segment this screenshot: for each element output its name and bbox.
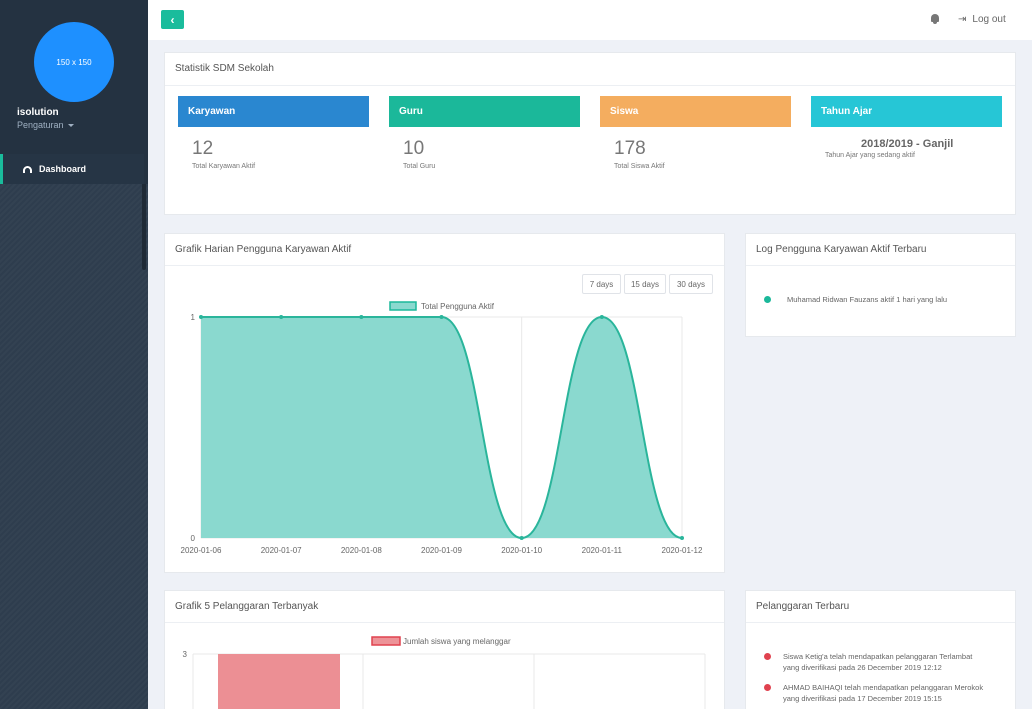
user-log-panel: Log Pengguna Karyawan Aktif Terbaru Muha… bbox=[745, 233, 1016, 337]
stat-header-guru: Guru bbox=[389, 96, 580, 127]
y-tick-label: 1 bbox=[191, 313, 196, 322]
sidebar: 150 x 150 isolution Pengaturan Dashboard bbox=[0, 0, 148, 709]
sidebar-toggle-button[interactable]: ‹ bbox=[161, 10, 184, 29]
panel-title: Grafik Harian Pengguna Karyawan Aktif bbox=[175, 244, 352, 255]
x-tick-label: 2020-01-12 bbox=[662, 546, 703, 555]
stat-value-guru: 10 bbox=[403, 138, 425, 159]
range-15-days-button[interactable]: 15 days bbox=[624, 274, 666, 294]
panel-title: Grafik 5 Pelanggaran Terbanyak bbox=[175, 601, 319, 612]
x-tick-label: 2020-01-09 bbox=[421, 546, 462, 555]
legend-swatch bbox=[389, 301, 417, 311]
x-tick-label: 2020-01-07 bbox=[261, 546, 302, 555]
stat-sub-siswa: Total Siswa Aktif bbox=[614, 163, 665, 170]
sidebar-item-dashboard[interactable]: Dashboard bbox=[0, 154, 144, 184]
range-30-days-button[interactable]: 30 days bbox=[669, 274, 713, 294]
bar bbox=[218, 654, 340, 709]
caret-down-icon bbox=[67, 124, 74, 128]
stat-sub-tahun-ajar: Tahun Ajar yang sedang aktif bbox=[825, 152, 915, 159]
logout-link[interactable]: ⇥ Log out bbox=[958, 14, 1006, 25]
sidebar-item-label: Dashboard bbox=[39, 164, 87, 174]
legend-label: Jumlah siswa yang melanggar bbox=[403, 637, 511, 646]
range-7-days-button[interactable]: 7 days bbox=[582, 274, 621, 294]
bar-chart: Jumlah siswa yang melanggar 3 bbox=[183, 636, 706, 709]
profile-section: 150 x 150 isolution Pengaturan bbox=[0, 0, 148, 184]
stat-sub-guru: Total Guru bbox=[403, 163, 436, 170]
chevron-left-icon: ‹ bbox=[170, 12, 175, 27]
x-tick-label: 2020-01-08 bbox=[341, 546, 382, 555]
data-point bbox=[279, 315, 284, 319]
series-area bbox=[201, 317, 682, 538]
dashboard-icon bbox=[23, 165, 32, 173]
legend-label: Total Pengguna Aktif bbox=[421, 302, 495, 311]
data-point bbox=[359, 315, 364, 319]
stat-header-tahun-ajar: Tahun Ajar bbox=[811, 96, 1002, 127]
violations-chart-panel: Grafik 5 Pelanggaran Terbanyak Jumlah si… bbox=[164, 590, 725, 709]
logout-icon: ⇥ bbox=[958, 14, 967, 25]
legend-swatch bbox=[371, 636, 401, 646]
violation-item: Siswa Ketig'a telah mendapatkan pelangga… bbox=[783, 651, 972, 673]
panel-title: Statistik SDM Sekolah bbox=[175, 63, 274, 74]
user-menu-dropdown[interactable]: Pengaturan bbox=[17, 120, 74, 130]
topbar: ‹ ⇥ Log out bbox=[148, 0, 1032, 40]
log-item: Muhamad Ridwan Fauzans aktif 1 hari yang… bbox=[787, 295, 948, 304]
x-tick-label: 2020-01-10 bbox=[501, 546, 542, 555]
series-line bbox=[201, 315, 683, 540]
x-tick-label: 2020-01-11 bbox=[582, 546, 623, 555]
x-tick-label: 2020-01-06 bbox=[181, 546, 222, 555]
data-point bbox=[439, 315, 444, 319]
violation-line: AHMAD BAIHAQI telah mendapatkan pelangga… bbox=[783, 683, 984, 692]
stat-value-karyawan: 12 bbox=[192, 138, 214, 159]
recent-violations-panel: Pelanggaran Terbaru Siswa Ketig'a telah … bbox=[745, 590, 1016, 709]
data-point bbox=[519, 536, 524, 540]
stats-panel: Statistik SDM Sekolah Karyawan 12 Total … bbox=[164, 52, 1016, 215]
stat-header-karyawan: Karyawan bbox=[178, 96, 369, 127]
daily-active-chart-panel: Grafik Harian Pengguna Karyawan Aktif 7 … bbox=[164, 233, 725, 573]
status-dot bbox=[764, 296, 771, 303]
stat-value-siswa: 178 bbox=[614, 138, 646, 159]
status-dot bbox=[764, 684, 771, 691]
y-tick-label: 3 bbox=[183, 650, 188, 659]
violation-line: Siswa Ketig'a telah mendapatkan pelangga… bbox=[783, 652, 973, 661]
status-dot bbox=[764, 653, 771, 660]
panel-title: Pelanggaran Terbaru bbox=[756, 601, 850, 612]
violation-line: yang diverifikasi pada 17 December 2019 … bbox=[783, 694, 942, 703]
user-menu-label: Pengaturan bbox=[17, 120, 64, 130]
violation-item: AHMAD BAIHAQI telah mendapatkan pelangga… bbox=[783, 682, 983, 704]
stat-header-siswa: Siswa bbox=[600, 96, 791, 127]
stat-sub-karyawan: Total Karyawan Aktif bbox=[192, 163, 256, 170]
panel-title: Log Pengguna Karyawan Aktif Terbaru bbox=[756, 244, 927, 255]
avatar[interactable]: 150 x 150 bbox=[34, 22, 114, 102]
violation-line: yang diverifikasi pada 26 December 2019 … bbox=[783, 663, 942, 672]
y-tick-label: 0 bbox=[191, 534, 196, 543]
data-point bbox=[199, 315, 203, 319]
area-chart: Total Pengguna Aktif 0 1 2020-01-06 2020-01-… bbox=[181, 301, 703, 555]
data-point bbox=[599, 315, 604, 319]
data-point bbox=[680, 536, 684, 540]
logout-label: Log out bbox=[972, 14, 1006, 25]
bell-icon[interactable] bbox=[930, 14, 940, 24]
stat-value-tahun-ajar: 2018/2019 - Ganjil bbox=[861, 138, 954, 150]
user-name: isolution bbox=[17, 107, 59, 118]
